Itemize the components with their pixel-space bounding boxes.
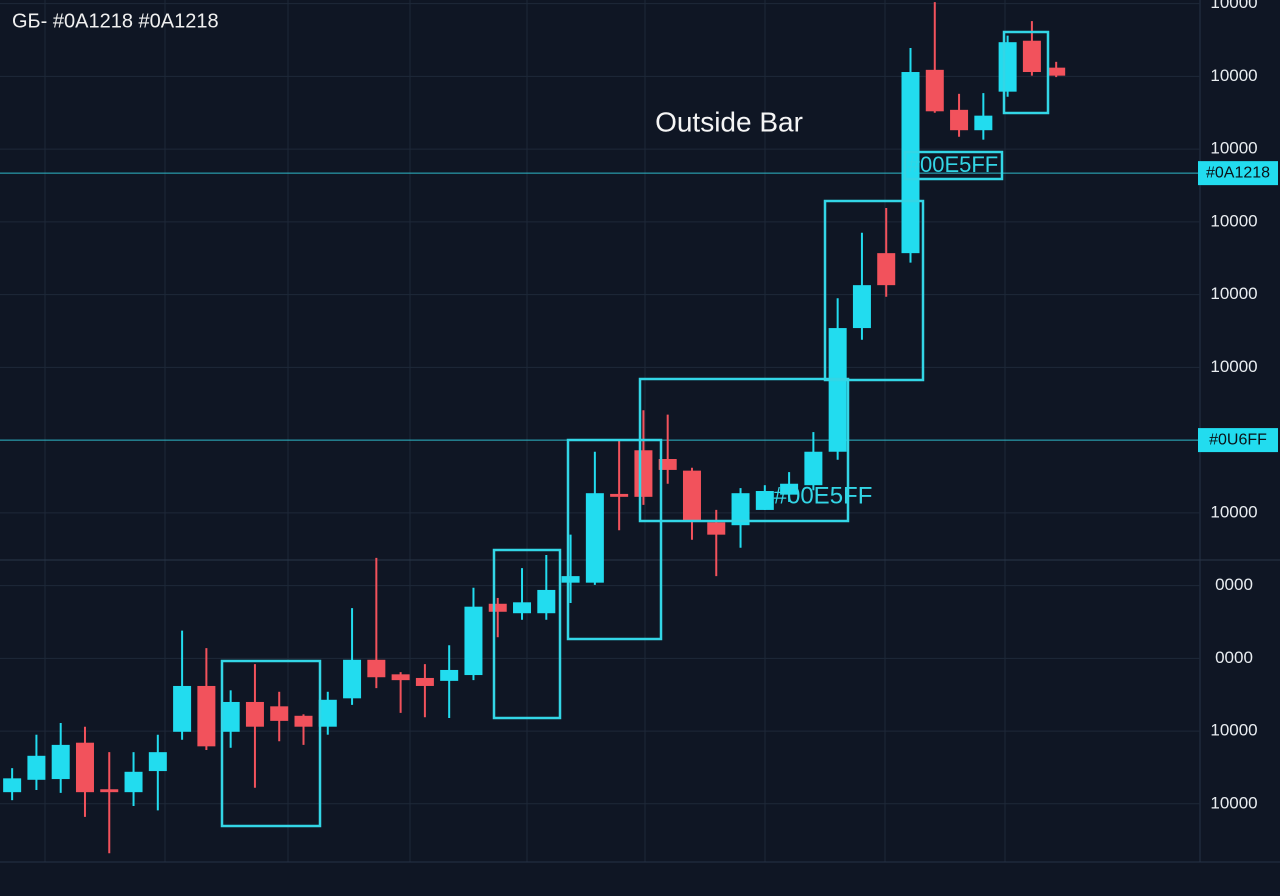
pattern-box — [1002, 30, 1050, 115]
candle-body — [682, 470, 701, 521]
price-tag — [1198, 428, 1278, 453]
candle-body — [780, 483, 799, 495]
y-tick-label: 10000 — [1210, 357, 1257, 376]
price-tag-label: #0U6FF — [1209, 431, 1267, 448]
candle-body — [877, 253, 896, 286]
annotation-box — [903, 150, 1004, 181]
candle-body — [148, 752, 167, 772]
header-text: GБ- #0A1218 #0A1218 — [12, 10, 219, 32]
pattern-box — [638, 377, 850, 523]
candle-body — [3, 778, 22, 793]
candle-body — [804, 451, 823, 486]
candle-body — [755, 491, 774, 510]
candle-body — [901, 72, 920, 254]
candle-body — [707, 522, 726, 535]
candle-body — [731, 493, 750, 526]
candle-body — [51, 744, 70, 780]
annotation: #00E5FF — [908, 152, 999, 177]
candle-body — [513, 602, 532, 614]
candle-body — [585, 493, 604, 583]
y-tick-label: 10000 — [1210, 793, 1257, 812]
pattern-box — [823, 199, 925, 382]
candle-body — [294, 715, 313, 727]
candle-body — [173, 685, 192, 732]
y-tick-label: 10000 — [1210, 721, 1257, 740]
candle-body — [634, 450, 653, 497]
candle-body — [343, 659, 362, 699]
candle-body — [1022, 40, 1041, 73]
y-tick-label: 10000 — [1210, 0, 1257, 12]
y-tick-label: 0000 — [1215, 648, 1253, 667]
candle-body — [318, 699, 337, 727]
candle-body — [75, 742, 94, 793]
y-tick-label: 10000 — [1210, 211, 1257, 230]
candle-body — [828, 328, 847, 452]
y-tick-label: 10000 — [1210, 139, 1257, 158]
candle-body — [100, 789, 119, 793]
price-tag-label: #0A1218 — [1206, 164, 1270, 181]
candle-body — [464, 606, 483, 676]
pattern-box — [566, 438, 663, 641]
candle-body — [610, 493, 629, 497]
candles — [3, 2, 1066, 854]
y-tick-label: 0000 — [1215, 575, 1253, 594]
y-tick-label: 10000 — [1210, 502, 1257, 521]
candle-body — [415, 677, 434, 686]
chart-title: Outside Bar — [655, 106, 803, 137]
candle-body — [852, 285, 871, 329]
y-tick-label: 10000 — [1210, 284, 1257, 303]
candle-body — [124, 771, 143, 793]
candle-body — [367, 659, 386, 678]
candle-body — [1047, 67, 1066, 76]
candle-body — [658, 459, 677, 470]
candle-body — [974, 115, 993, 131]
candle-body — [440, 669, 459, 681]
pattern-boxes — [220, 30, 1050, 828]
candle-body — [391, 674, 410, 681]
candle-body — [221, 701, 240, 732]
candle-body — [245, 701, 264, 727]
candle-body — [488, 603, 507, 612]
candle-body — [950, 109, 969, 131]
pattern-box — [220, 659, 322, 828]
annotation: #00E5FF — [774, 482, 873, 509]
grid — [0, 3, 1200, 805]
candle-body — [197, 685, 216, 747]
candle-body — [925, 69, 944, 112]
candle-body — [27, 755, 46, 780]
y-tick-label: 10000 — [1210, 66, 1257, 85]
candle-body — [561, 576, 580, 583]
candle-body — [998, 42, 1017, 92]
price-tag — [1198, 161, 1278, 186]
pattern-box — [492, 548, 562, 720]
candle-body — [270, 706, 289, 721]
candle-body — [537, 589, 556, 614]
